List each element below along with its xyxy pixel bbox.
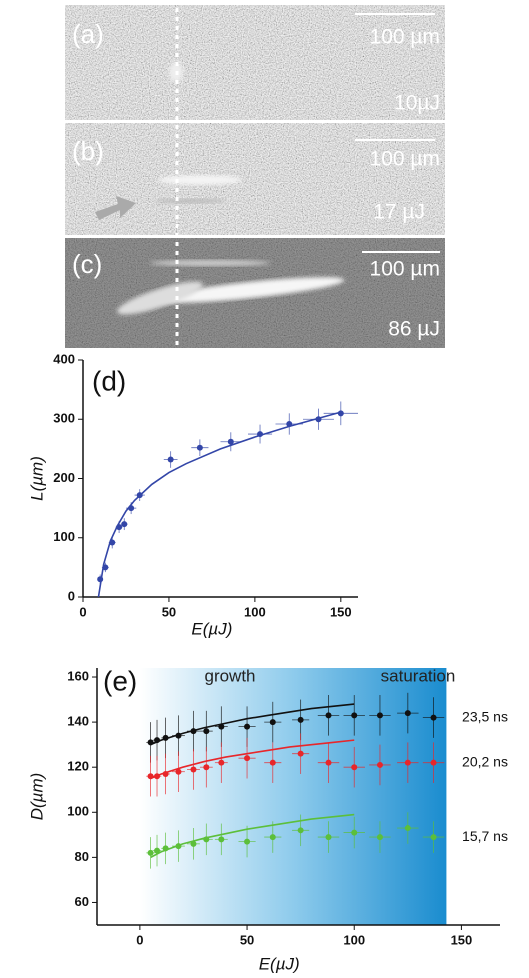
point xyxy=(218,836,225,843)
panel-image xyxy=(65,123,445,235)
streak xyxy=(150,260,270,266)
point xyxy=(376,834,383,841)
scale-text: 100 µm xyxy=(370,26,440,49)
x-tick-label: 150 xyxy=(451,932,473,947)
point xyxy=(167,456,174,463)
point xyxy=(430,759,437,766)
panel-label: (c) xyxy=(72,249,102,279)
point xyxy=(297,716,304,723)
point xyxy=(325,759,332,766)
point xyxy=(269,759,276,766)
panel-label: (a) xyxy=(72,19,104,49)
arrow xyxy=(95,196,136,220)
x-tick-label: 0 xyxy=(136,932,143,947)
y-tick-label: 100 xyxy=(67,804,89,819)
shaded-region xyxy=(139,668,447,925)
y-tick-label: 120 xyxy=(67,759,89,774)
x-tick-label: 50 xyxy=(240,932,254,947)
point xyxy=(244,838,251,845)
point xyxy=(244,755,251,762)
y-tick-label: 100 xyxy=(53,529,75,544)
point xyxy=(297,827,304,834)
point xyxy=(190,766,197,773)
streak xyxy=(158,175,242,185)
y-tick-label: 300 xyxy=(53,411,75,426)
annotation: growth xyxy=(204,666,255,685)
point xyxy=(218,759,225,766)
point xyxy=(175,768,182,775)
point xyxy=(227,438,234,445)
y-tick-label: 80 xyxy=(75,849,89,864)
point xyxy=(147,849,154,856)
x-tick-label: 50 xyxy=(162,604,176,619)
point xyxy=(376,761,383,768)
point xyxy=(196,444,203,451)
y-tick-label: 200 xyxy=(53,470,75,485)
streak xyxy=(155,198,225,204)
series-label: 20,2 ns xyxy=(462,753,508,769)
x-tick-label: 0 xyxy=(79,604,86,619)
y-tick-label: 400 xyxy=(53,351,75,366)
y-tick-label: 0 xyxy=(68,588,75,603)
fit-line xyxy=(150,703,355,746)
point xyxy=(404,710,411,717)
point xyxy=(325,834,332,841)
scale-text: 100 µm xyxy=(370,258,440,281)
point xyxy=(404,759,411,766)
y-tick-label: 60 xyxy=(75,894,89,909)
point xyxy=(430,834,437,841)
y-tick-label: 140 xyxy=(67,714,89,729)
micrographs: (a) 100 µm 10µJ (b) 100 µm 17 µJ (c) 100… xyxy=(65,5,445,348)
x-tick-label: 100 xyxy=(244,604,266,619)
point xyxy=(203,764,210,771)
annotation: saturation xyxy=(381,666,456,685)
fit-line xyxy=(150,813,355,859)
point xyxy=(325,712,332,719)
scale-text: 100 µm xyxy=(370,148,440,171)
point xyxy=(351,764,358,771)
chart-title: (d) xyxy=(92,365,126,396)
panel-label: (b) xyxy=(72,136,104,166)
panel-image xyxy=(65,5,445,120)
streak xyxy=(155,277,345,303)
point xyxy=(154,847,161,854)
x-tick-label: 150 xyxy=(330,604,352,619)
y-tick-label: 160 xyxy=(67,668,89,683)
point xyxy=(203,728,210,735)
energy-text: 17 µJ xyxy=(373,201,425,224)
x-tick-label: 100 xyxy=(343,932,365,947)
y-axis-label: D(µm) xyxy=(27,773,46,821)
x-axis-label: E(µJ) xyxy=(191,619,232,638)
point xyxy=(376,712,383,719)
series-label: 15,7 ns xyxy=(462,828,508,844)
x-axis-label: E(µJ) xyxy=(259,954,300,973)
chart-title: (e) xyxy=(103,665,137,696)
point xyxy=(190,840,197,847)
y-axis-label: L(µm) xyxy=(27,456,46,501)
energy-text: 10µJ xyxy=(394,92,440,115)
point xyxy=(269,834,276,841)
point xyxy=(404,825,411,832)
point xyxy=(121,521,128,528)
energy-text: 86 µJ xyxy=(388,318,440,341)
point xyxy=(351,829,358,836)
fit-line xyxy=(150,739,355,780)
series-label: 23,5 ns xyxy=(462,708,508,724)
point xyxy=(351,712,358,719)
point xyxy=(269,719,276,726)
point xyxy=(430,714,437,721)
point xyxy=(297,750,304,757)
fit-line xyxy=(97,411,342,598)
point xyxy=(244,723,251,730)
streak xyxy=(117,281,203,315)
